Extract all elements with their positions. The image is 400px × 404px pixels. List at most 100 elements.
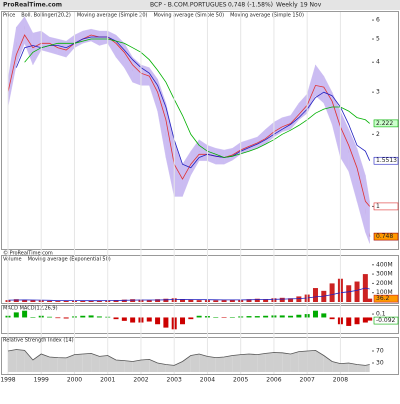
x-tick-label: 2000 — [67, 377, 82, 384]
legend-entry: Boll. Bollinger(20,2) — [21, 13, 71, 19]
area-fill — [57, 357, 67, 372]
bar — [146, 317, 152, 322]
bar — [196, 315, 202, 318]
bar — [196, 300, 202, 302]
area-fill — [315, 350, 324, 372]
bar — [146, 300, 152, 302]
legend-entry: Moving average (Exponential 50) — [28, 257, 111, 263]
value-box — [373, 232, 399, 241]
area-fill — [107, 355, 117, 372]
x-tick-label: 2007 — [300, 377, 315, 384]
area-fill — [273, 352, 283, 372]
bar — [346, 317, 352, 326]
plot — [7, 349, 370, 372]
area-fill — [207, 356, 216, 372]
area-fill — [116, 360, 125, 372]
area-fill — [249, 354, 258, 372]
panel-frame — [1, 305, 399, 334]
y-tick-label: 70 — [376, 348, 384, 355]
bar — [55, 301, 61, 302]
area-fill — [157, 363, 166, 372]
area-fill — [91, 353, 100, 372]
x-tick-label: 1999 — [34, 377, 49, 384]
value-box-label: 1 — [376, 203, 380, 210]
bar — [155, 317, 161, 325]
area-fill — [340, 363, 349, 372]
bar — [246, 316, 252, 318]
bar — [329, 283, 335, 302]
bar — [279, 315, 285, 318]
panel-frame — [1, 11, 399, 250]
bar — [288, 315, 294, 318]
legend-entry: Relative Strength Index (14) — [3, 338, 74, 344]
series-line — [7, 349, 370, 366]
x-tick-label: 2008 — [333, 377, 348, 384]
y-tick-label: 30 — [376, 360, 384, 367]
panel-frame — [1, 255, 399, 304]
bar — [13, 299, 19, 302]
y-tick-label: 4 — [376, 59, 380, 66]
legend-entry: MACD MACD(12,26,9) — [3, 306, 58, 312]
chart-title: BCP - B.COM.PORTUGUES — [150, 2, 227, 9]
bar — [367, 298, 373, 302]
panel-frame — [1, 337, 399, 375]
area-fill — [140, 359, 150, 372]
period: Weekly — [276, 2, 298, 9]
area-fill — [32, 354, 42, 372]
bar — [113, 317, 119, 320]
bar — [312, 288, 318, 302]
area-fill — [307, 350, 316, 372]
x-tick-label: 2003 — [167, 377, 182, 384]
area-fill — [290, 351, 299, 372]
bar — [312, 310, 318, 318]
bar — [47, 316, 53, 318]
bar — [55, 317, 61, 319]
area-fill — [165, 364, 175, 372]
bar — [13, 312, 19, 318]
value-box-label: 1.5513 — [376, 157, 397, 164]
bar — [229, 317, 235, 318]
bar — [30, 317, 36, 318]
bar — [296, 314, 302, 318]
area-fill — [174, 361, 183, 372]
area-fill — [7, 349, 17, 372]
bar — [288, 298, 294, 302]
date: 19 Nov — [300, 2, 322, 9]
bar — [229, 299, 235, 302]
bar — [180, 317, 186, 325]
y-tick-label: 400M — [376, 261, 393, 268]
area-fill — [265, 352, 274, 372]
bar — [22, 310, 28, 318]
bar — [263, 315, 269, 318]
bar — [188, 299, 194, 302]
area-fill — [215, 357, 225, 372]
site-name: ProRealTime.com — [3, 2, 62, 9]
bar — [221, 300, 227, 302]
bar — [63, 300, 69, 302]
value-box — [373, 119, 399, 128]
area-fill — [332, 361, 341, 372]
quote: 0,748 (-1.58%) — [228, 2, 273, 9]
area-fill — [240, 354, 249, 372]
bar — [263, 299, 269, 302]
area-fill — [82, 353, 92, 372]
bar — [213, 317, 219, 318]
value-box — [373, 316, 399, 325]
area-fill — [190, 354, 200, 372]
header-bar — [0, 0, 400, 10]
bar — [188, 317, 194, 320]
value-box-label: -0.092 — [376, 317, 396, 324]
area-fill — [124, 360, 133, 372]
bar — [113, 300, 119, 302]
bar — [296, 296, 302, 302]
series-line — [24, 38, 370, 158]
area-fill — [199, 354, 208, 372]
area-fill — [365, 364, 370, 372]
value-box-label: 2.222 — [376, 120, 393, 127]
y-tick-label: 200M — [376, 280, 393, 287]
bar — [130, 299, 136, 302]
bar — [321, 313, 327, 318]
bar — [362, 317, 368, 323]
watermark: © ProRealTime.com — [3, 250, 53, 257]
bar — [254, 298, 260, 302]
